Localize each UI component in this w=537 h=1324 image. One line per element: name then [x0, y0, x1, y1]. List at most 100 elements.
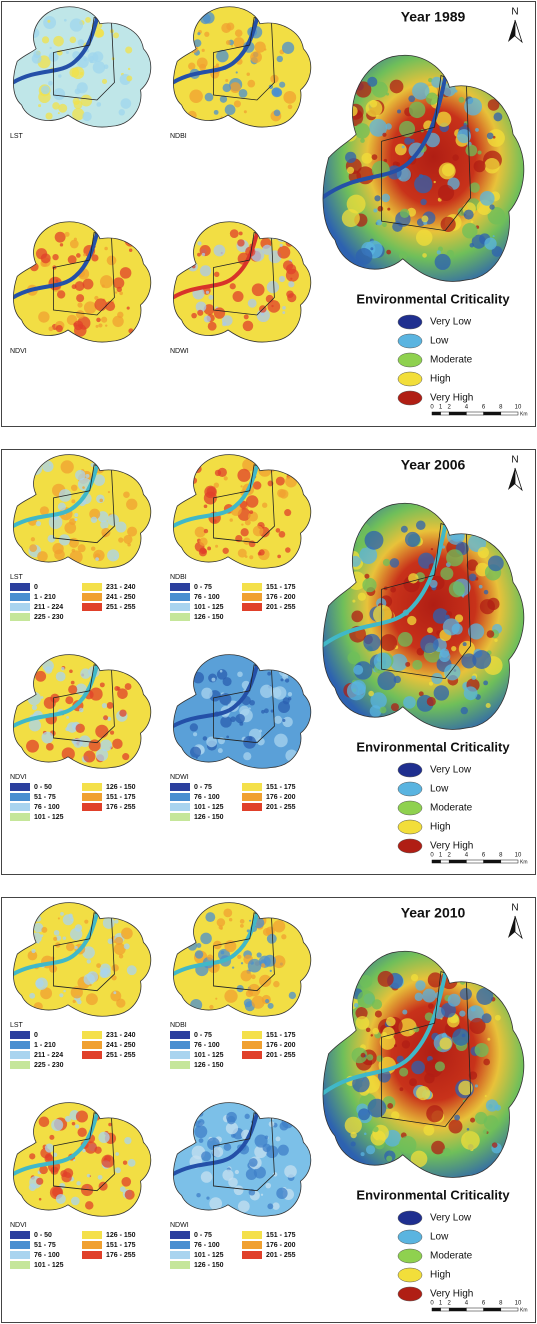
north-arrow	[515, 468, 522, 490]
map-texture	[127, 307, 130, 310]
map-texture	[262, 17, 266, 21]
scale-bar	[484, 1308, 501, 1311]
map-texture	[62, 747, 75, 760]
map-texture	[105, 324, 107, 326]
map-texture	[470, 1118, 475, 1123]
map-texture	[382, 194, 391, 203]
map	[173, 903, 311, 1017]
map-texture	[365, 531, 384, 550]
map-texture	[48, 535, 56, 543]
map-texture	[107, 549, 119, 561]
map-texture	[277, 246, 290, 259]
map-texture	[194, 665, 197, 668]
legend-label: 1 - 210	[34, 594, 56, 601]
map-texture	[383, 559, 390, 566]
scale-label: 4	[465, 405, 469, 411]
map-texture	[380, 707, 387, 714]
map-texture	[484, 1115, 499, 1130]
map	[322, 55, 524, 281]
map-texture	[385, 123, 391, 129]
map-texture	[41, 696, 44, 699]
legend-swatch	[170, 1251, 190, 1259]
map-texture	[400, 209, 409, 218]
legend-label: 0 - 50	[34, 784, 52, 791]
map-texture	[272, 1202, 279, 1209]
map-texture	[84, 920, 88, 924]
map-texture	[73, 1000, 76, 1003]
legend-swatch	[10, 1231, 30, 1239]
legend-label: 225 - 230	[34, 614, 64, 621]
legend-swatch	[242, 1251, 262, 1259]
legend-swatch	[82, 593, 102, 601]
map-texture	[405, 662, 410, 667]
map-texture	[77, 82, 88, 93]
map-texture	[482, 77, 490, 85]
legend-label: 0 - 50	[34, 1232, 52, 1239]
scale-label: 0	[430, 405, 434, 411]
map-texture	[195, 527, 206, 538]
map-texture	[84, 301, 97, 314]
map-texture	[288, 281, 294, 287]
map	[13, 455, 151, 569]
legend-label: 51 - 75	[34, 794, 56, 801]
map-texture	[267, 281, 279, 293]
map-texture	[191, 313, 197, 319]
legend-swatch	[398, 315, 422, 329]
legend-swatch	[242, 1041, 262, 1049]
scale-unit: Km	[520, 411, 528, 417]
scale-bar	[432, 1308, 441, 1311]
map-texture	[494, 639, 497, 642]
map-texture	[97, 231, 101, 235]
legend-swatch	[82, 1251, 102, 1259]
map-texture	[125, 46, 132, 53]
map-texture	[448, 994, 461, 1007]
map-texture	[100, 964, 111, 975]
legend-swatch	[242, 603, 262, 611]
map-texture	[214, 245, 226, 257]
scale-unit: Km	[520, 1307, 528, 1313]
map-texture	[270, 1114, 275, 1119]
map-texture	[77, 1000, 82, 1005]
map-texture	[222, 1170, 233, 1181]
legend-swatch	[398, 391, 422, 405]
map-texture	[197, 1111, 203, 1117]
map-texture	[409, 1078, 417, 1086]
map-texture	[112, 964, 119, 971]
map-texture	[224, 990, 237, 1003]
map-texture	[56, 1194, 66, 1204]
map-texture	[130, 231, 133, 234]
map-texture	[214, 110, 219, 115]
map-texture	[263, 1144, 272, 1153]
map-texture	[207, 547, 211, 551]
map-texture	[93, 51, 104, 62]
map-texture	[431, 673, 442, 684]
map-texture	[394, 1044, 397, 1047]
legend-label: 76 - 100	[194, 1042, 220, 1049]
map-texture	[69, 538, 79, 548]
legend-label: 0 - 75	[194, 584, 212, 591]
legend-swatch	[170, 803, 190, 811]
map-texture	[285, 678, 289, 682]
legend-label: High	[430, 822, 451, 833]
map-texture	[125, 683, 132, 690]
map-texture	[93, 61, 106, 74]
legend-swatch	[10, 1061, 30, 1069]
map-texture	[484, 590, 489, 595]
map-texture	[99, 499, 103, 503]
map-texture	[409, 102, 425, 118]
map-texture	[495, 1015, 501, 1021]
map-texture	[271, 305, 273, 307]
map-texture	[197, 253, 201, 257]
legend-label: Low	[430, 336, 449, 347]
map-texture	[457, 129, 471, 143]
legend-swatch	[10, 1041, 30, 1049]
map-texture	[58, 112, 60, 114]
legend-label: 76 - 100	[34, 1252, 60, 1259]
map-texture	[285, 664, 292, 671]
map-texture	[54, 549, 65, 560]
map	[173, 222, 311, 342]
legend-swatch	[82, 1051, 102, 1059]
map-texture	[241, 523, 243, 525]
map-texture	[58, 917, 60, 919]
map-texture	[200, 245, 211, 256]
